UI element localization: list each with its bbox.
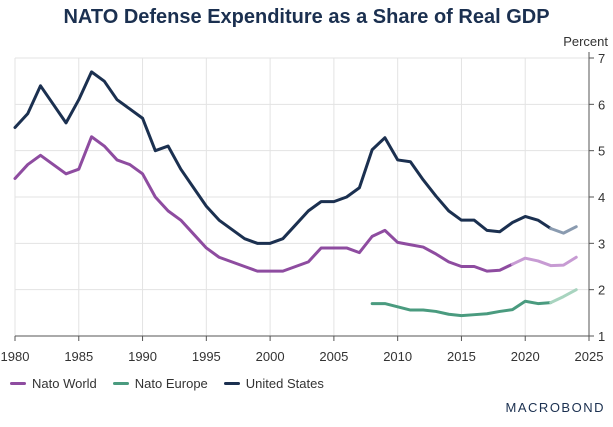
legend-swatch [112, 382, 129, 385]
y-tick-label: 4 [598, 190, 605, 205]
y-tick-label: 6 [598, 97, 605, 112]
x-tick-label: 1980 [1, 349, 30, 364]
x-tick-label: 2025 [575, 349, 604, 364]
legend-swatch [10, 382, 26, 385]
x-tick-label: 2015 [447, 349, 476, 364]
x-tick-label: 2010 [383, 349, 412, 364]
chart-title: NATO Defense Expenditure as a Share of R… [63, 6, 550, 28]
series-lines [13, 70, 578, 318]
x-tick-label: 1985 [64, 349, 93, 364]
y-tick-label: 5 [598, 144, 605, 159]
y-tick-label: 7 [598, 51, 605, 66]
legend: Nato World Nato Europe United States [10, 376, 324, 391]
axes: 1 2 3 4 5 6 7 1980 1985 1990 1995 2000 2005 2010 2015 2… [1, 51, 606, 364]
legend-item: Nato Europe [112, 376, 208, 391]
legend-swatch [223, 382, 240, 385]
x-tick-label: 2000 [256, 349, 285, 364]
y-tick-label: 2 [598, 283, 605, 298]
grid-lines [14, 57, 590, 337]
x-tick-label: 2020 [511, 349, 540, 364]
legend-label: Nato Europe [134, 376, 208, 391]
brand-logo: MACROBOND [505, 400, 605, 415]
legend-item: Nato World [10, 376, 97, 391]
series-line-0 [13, 135, 514, 273]
series-projection-0 [510, 255, 578, 268]
series-projection-2 [549, 225, 578, 235]
series-projection-1 [549, 288, 578, 305]
legend-label: Nato World [32, 376, 97, 391]
legend-item: United States [223, 376, 324, 391]
y-axis-unit-label: Percent [563, 34, 608, 49]
x-tick-label: 1995 [192, 349, 221, 364]
y-tick-label: 3 [598, 236, 605, 251]
series-line-1 [370, 299, 553, 318]
series-line-2 [13, 70, 553, 245]
x-tick-label: 1990 [128, 349, 157, 364]
x-tick-label: 2005 [319, 349, 348, 364]
legend-label: United States [245, 376, 324, 391]
y-tick-label: 1 [598, 329, 605, 344]
